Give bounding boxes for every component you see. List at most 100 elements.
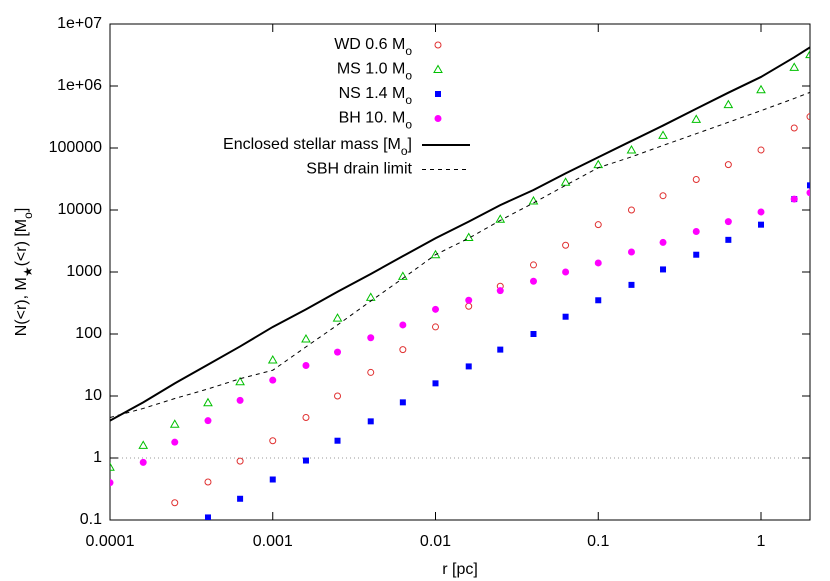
data-point xyxy=(789,62,800,71)
legend-swatch xyxy=(435,91,441,97)
data-point xyxy=(367,334,375,342)
data-point xyxy=(529,261,537,269)
y-tick-label: 1e+07 xyxy=(57,15,102,32)
data-point xyxy=(807,182,810,189)
legend-label: BH 10. Mo xyxy=(339,110,413,132)
data-point xyxy=(790,195,798,203)
data-point xyxy=(528,195,539,205)
data-point xyxy=(757,146,765,154)
x-tick-label: 1 xyxy=(757,533,766,550)
data-point xyxy=(724,161,732,169)
data-point xyxy=(397,271,408,280)
text-part: ] xyxy=(408,136,412,153)
data-point xyxy=(691,114,702,123)
data-point xyxy=(235,376,245,386)
x-tick-label: 0.0001 xyxy=(86,533,135,550)
data-point xyxy=(757,208,765,216)
data-point xyxy=(107,574,113,580)
data-point xyxy=(171,499,179,507)
data-point xyxy=(269,437,277,445)
data-point xyxy=(562,313,569,320)
data-point xyxy=(172,535,178,541)
data-point xyxy=(790,124,798,132)
data-line xyxy=(110,46,810,422)
data-point xyxy=(301,334,311,343)
legend-swatch xyxy=(433,64,443,73)
data-point xyxy=(723,99,734,109)
data-point xyxy=(693,251,700,258)
data-point xyxy=(658,130,668,139)
data-point xyxy=(171,438,179,446)
text-part: NS 1.4 M xyxy=(339,85,406,102)
data-point xyxy=(660,266,667,273)
data-point xyxy=(399,321,407,329)
data-point xyxy=(562,268,570,276)
legend-swatch xyxy=(434,41,442,49)
data-point xyxy=(138,440,149,449)
data-point xyxy=(465,363,472,370)
data-point xyxy=(139,458,147,466)
text-part: BH 10. M xyxy=(339,110,406,127)
data-point xyxy=(332,313,343,322)
data-point xyxy=(805,49,810,59)
data-point xyxy=(236,396,244,404)
data-point xyxy=(334,348,342,356)
data-point xyxy=(334,437,341,444)
data-point xyxy=(593,159,604,169)
data-point xyxy=(806,113,810,121)
data-point xyxy=(628,281,635,288)
data-point xyxy=(269,476,276,483)
data-point xyxy=(399,399,406,406)
data-point xyxy=(367,418,374,425)
data-point xyxy=(432,305,440,313)
data-point xyxy=(237,495,244,502)
data-point xyxy=(594,221,602,229)
y-tick-label: 10 xyxy=(84,387,102,404)
x-axis-label: r [pc] xyxy=(442,561,478,578)
data-point xyxy=(302,414,310,422)
data-point xyxy=(497,346,504,353)
data-point xyxy=(758,221,765,228)
plot-area xyxy=(107,46,810,580)
data-point xyxy=(169,419,180,428)
y-tick-label: 1000 xyxy=(66,263,102,280)
data-point xyxy=(204,514,211,520)
text-part: (<r) [M xyxy=(13,219,30,267)
data-point xyxy=(367,368,375,376)
data-point xyxy=(692,176,700,184)
subscript: ★ xyxy=(21,266,35,277)
legend-label: MS 1.0 Mo xyxy=(337,61,412,83)
data-point xyxy=(140,554,146,560)
data-point xyxy=(267,355,278,364)
data-point xyxy=(432,323,440,331)
data-point xyxy=(692,228,700,236)
data-point xyxy=(140,521,146,527)
data-point xyxy=(269,376,277,384)
y-tick-label: 1 xyxy=(93,449,102,466)
text-part: MS 1.0 M xyxy=(337,61,405,78)
legend-label: NS 1.4 Mo xyxy=(339,85,413,107)
data-line xyxy=(110,91,810,418)
data-point xyxy=(432,380,439,387)
data-point xyxy=(627,248,635,256)
data-point xyxy=(756,84,766,94)
data-point xyxy=(562,241,570,249)
subscript: o xyxy=(21,212,35,219)
legend-label: Enclosed stellar mass [Mo] xyxy=(223,136,412,158)
x-tick-label: 0.001 xyxy=(253,533,293,550)
y-axis-label: N(<r), M★(<r) [Mo] xyxy=(13,208,35,337)
data-point xyxy=(530,331,537,337)
data-point xyxy=(204,478,212,486)
y-tick-label: 100 xyxy=(75,325,102,342)
data-point xyxy=(110,462,115,471)
y-tick-label: 10000 xyxy=(58,201,103,218)
data-point xyxy=(626,144,637,154)
text-part: WD 0.6 M xyxy=(334,36,405,53)
subscript: o xyxy=(405,118,412,132)
data-point xyxy=(627,206,635,214)
y-tick-label: 0.1 xyxy=(80,511,102,528)
data-point xyxy=(334,392,342,400)
subscript: o xyxy=(405,69,412,83)
data-point xyxy=(806,189,810,197)
